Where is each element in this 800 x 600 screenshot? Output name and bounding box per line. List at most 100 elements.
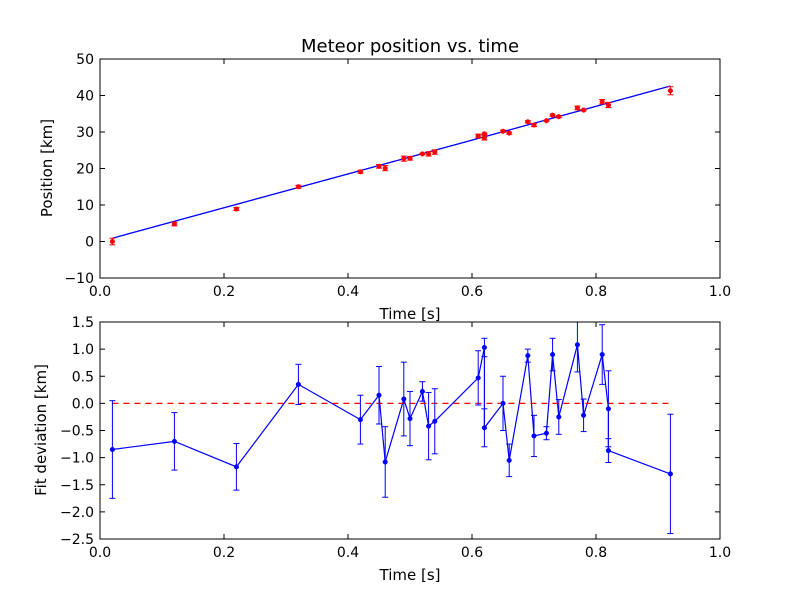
- deviation-chart-data-point: [233, 464, 239, 470]
- deviation-chart-marks: [109, 322, 674, 535]
- position-chart-plot-area: [100, 59, 720, 278]
- deviation-chart-deviation-line: [112, 344, 671, 475]
- deviation-chart-data-point: [667, 471, 673, 477]
- deviation-chart-data-point: [506, 457, 512, 463]
- position-chart-data-point: [432, 149, 438, 155]
- deviation-chart-data-point: [550, 352, 556, 358]
- position-chart-marks: [109, 85, 674, 246]
- deviation-chart-y-tick-label: −2.0: [60, 505, 94, 521]
- position-chart-data-point: [605, 102, 611, 108]
- deviation-chart-y-tick-label: −1.5: [60, 478, 94, 494]
- position-chart-data-point: [475, 133, 481, 139]
- deviation-chart-data-point: [419, 388, 425, 394]
- deviation-chart-data-point: [500, 400, 506, 406]
- position-chart-data-point: [481, 131, 487, 137]
- deviation-chart-data-point: [574, 342, 580, 348]
- position-chart-data-point: [574, 105, 580, 111]
- position-chart-data-point: [233, 206, 239, 212]
- position-chart-x-tick-label: 0.4: [337, 284, 359, 300]
- position-chart-y-axis-label: Position [km]: [38, 119, 56, 217]
- deviation-chart-x-tick-label: 0.6: [461, 545, 483, 561]
- position-chart-x-tick-label: 1.0: [709, 284, 731, 300]
- deviation-chart-data-point: [531, 433, 537, 439]
- deviation-chart-x-tick-label: 0.0: [89, 545, 111, 561]
- position-chart-x-tick-label: 0.6: [461, 284, 483, 300]
- deviation-chart-data-point: [382, 459, 388, 465]
- position-chart-data-point: [550, 112, 556, 118]
- deviation-chart-data-point: [407, 416, 413, 422]
- position-chart-x-tick-label: 0.2: [213, 284, 235, 300]
- deviation-chart-x-tick-label: 0.8: [585, 545, 607, 561]
- deviation-chart-x-axis-label: Time [s]: [379, 566, 441, 584]
- position-chart-data-point: [295, 184, 301, 190]
- position-chart-x-ticks: 0.0 0.2 0.4 0.6 0.8 1.0: [89, 59, 731, 300]
- deviation-chart-data-point: [475, 375, 481, 381]
- position-chart: Meteor position vs. time 0.0 0.2 0.4 0.6 0.8…: [38, 36, 731, 323]
- position-chart-x-axis-label: Time [s]: [379, 305, 441, 323]
- position-chart-y-tick-label: 40: [76, 89, 94, 105]
- position-chart-x-tick-label: 0.8: [585, 284, 607, 300]
- deviation-chart-data-point: [599, 352, 605, 358]
- position-chart-data-point: [506, 130, 512, 136]
- deviation-chart-data-point: [357, 417, 363, 423]
- deviation-chart-x-tick-label: 1.0: [709, 545, 731, 561]
- deviation-chart-data-point: [426, 423, 432, 429]
- position-chart-data-point: [525, 119, 531, 125]
- deviation-chart-data-point: [525, 353, 531, 359]
- position-chart-data-point: [357, 169, 363, 175]
- position-chart-data-point: [407, 155, 413, 161]
- deviation-chart-data-point: [581, 412, 587, 418]
- deviation-chart-data-point: [481, 344, 487, 351]
- position-chart-data-point: [109, 238, 115, 245]
- deviation-chart-data-point: [376, 392, 382, 398]
- deviation-chart-data-point: [401, 396, 407, 402]
- position-chart-y-tick-label: −10: [64, 271, 94, 287]
- position-chart-data-point: [401, 156, 407, 162]
- deviation-chart-x-tick-label: 0.2: [213, 545, 235, 561]
- deviation-chart-x-ticks: 0.0 0.2 0.4 0.6 0.8 1.0: [89, 322, 731, 561]
- deviation-chart-y-tick-label: 1.5: [72, 315, 94, 331]
- position-chart-y-tick-label: 50: [76, 52, 94, 68]
- deviation-chart-data-point: [605, 406, 611, 412]
- deviation-chart: 0.0 0.2 0.4 0.6 0.8 1.0 −2.5−2.0−1.5−1.0−0.50…: [32, 315, 731, 584]
- position-chart-data-point: [667, 88, 673, 94]
- deviation-chart-y-tick-label: −2.5: [60, 532, 94, 548]
- position-chart-data-point: [376, 163, 382, 169]
- position-chart-data-point: [419, 151, 425, 157]
- position-chart-data-point: [556, 114, 562, 120]
- deviation-chart-y-tick-label: 0.5: [72, 369, 94, 385]
- deviation-chart-data-point: [556, 414, 562, 420]
- deviation-chart-y-tick-label: 1.0: [72, 342, 94, 358]
- position-chart-frame: [99, 58, 721, 279]
- position-chart-y-tick-label: 20: [76, 162, 94, 178]
- position-chart-data-point: [581, 107, 587, 113]
- position-chart-y-tick-label: 10: [76, 198, 94, 214]
- deviation-chart-data-point: [432, 418, 438, 424]
- position-chart-data-point: [599, 99, 605, 105]
- deviation-chart-y-tick-label: 0.0: [72, 396, 94, 412]
- position-chart-data-point: [543, 118, 549, 124]
- position-chart-y-ticks: −10 0 10 20 30 40 50: [64, 52, 720, 287]
- position-chart-x-tick-label: 0.0: [89, 284, 111, 300]
- deviation-chart-data-point: [543, 430, 549, 436]
- deviation-chart-y-tick-label: −1.0: [60, 451, 94, 467]
- position-chart-title: Meteor position vs. time: [301, 36, 519, 57]
- position-chart-data-point: [426, 151, 432, 157]
- deviation-chart-data-point: [295, 381, 301, 387]
- deviation-chart-frame: [99, 321, 721, 540]
- position-chart-data-point: [382, 165, 388, 171]
- deviation-chart-data-point: [171, 438, 177, 444]
- position-chart-data-point: [500, 128, 506, 134]
- deviation-chart-y-tick-label: −0.5: [60, 424, 94, 440]
- position-chart-data-point: [171, 221, 177, 227]
- deviation-chart-x-tick-label: 0.4: [337, 545, 359, 561]
- deviation-chart-data-point: [109, 446, 115, 453]
- position-chart-data-point: [531, 122, 537, 128]
- position-chart-y-tick-label: 30: [76, 125, 94, 141]
- position-chart-y-tick-label: 0: [85, 235, 94, 251]
- position-chart-fit-line: [112, 85, 671, 239]
- deviation-chart-data-point: [481, 425, 487, 431]
- deviation-chart-y-axis-label: Fit deviation [km]: [32, 364, 50, 496]
- deviation-chart-data-point: [605, 448, 611, 454]
